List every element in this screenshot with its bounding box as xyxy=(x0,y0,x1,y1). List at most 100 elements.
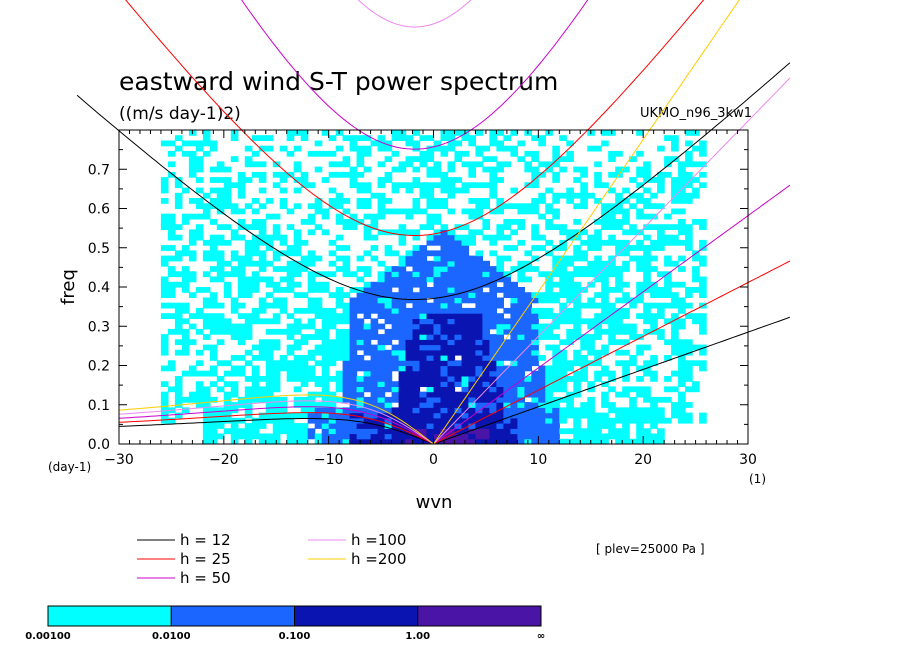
spectrum-cell xyxy=(370,245,379,251)
spectrum-cell xyxy=(195,224,204,230)
spectrum-cell xyxy=(391,386,400,393)
spectrum-cell xyxy=(258,376,267,382)
spectrum-cell xyxy=(356,307,365,314)
spectrum-cell xyxy=(608,156,616,162)
spectrum-cell xyxy=(636,287,644,293)
spectrum-cell xyxy=(314,423,323,429)
spectrum-cell xyxy=(538,412,546,419)
spectrum-cell xyxy=(580,402,588,408)
spectrum-cell xyxy=(237,396,246,403)
spectrum-cell xyxy=(650,423,658,429)
spectrum-cell xyxy=(664,302,672,309)
spectrum-cell xyxy=(440,150,449,157)
spectrum-cell xyxy=(188,396,197,403)
spectrum-cell xyxy=(412,438,421,444)
spectrum-cell xyxy=(545,276,553,283)
spectrum-cell xyxy=(580,239,588,246)
spectrum-cell xyxy=(230,266,239,272)
spectrum-cell xyxy=(363,412,372,419)
spectrum-cell xyxy=(468,198,476,204)
spectrum-cell xyxy=(489,313,497,319)
spectrum-cell xyxy=(412,271,421,278)
spectrum-cell xyxy=(461,250,470,257)
spectrum-cell xyxy=(293,396,302,403)
y-axis-label: freq xyxy=(58,269,79,305)
spectrum-cell xyxy=(314,381,323,387)
spectrum-cell xyxy=(384,381,393,387)
curve-h100-inertia-gravity xyxy=(357,0,472,28)
spectrum-cell xyxy=(566,334,574,340)
spectrum-cell xyxy=(636,428,644,435)
spectrum-cell xyxy=(650,239,658,246)
spectrum-cell xyxy=(426,307,435,314)
spectrum-cell xyxy=(454,140,463,147)
spectrum-cell xyxy=(573,433,581,440)
spectrum-cell xyxy=(433,297,442,304)
spectrum-cell xyxy=(538,355,546,361)
spectrum-cell xyxy=(447,135,456,141)
spectrum-cell xyxy=(398,313,407,319)
spectrum-cell xyxy=(293,328,302,335)
spectrum-cell xyxy=(258,203,267,210)
spectrum-cell xyxy=(384,307,393,314)
spectrum-cell xyxy=(209,255,218,262)
spectrum-cell xyxy=(384,328,393,335)
spectrum-cell xyxy=(300,381,309,387)
spectrum-cell xyxy=(167,255,176,262)
spectrum-cell xyxy=(678,339,686,346)
spectrum-cell xyxy=(286,438,295,444)
spectrum-cell xyxy=(503,224,511,230)
spectrum-cell xyxy=(524,412,532,419)
spectrum-cell xyxy=(405,323,414,330)
spectrum-cell xyxy=(573,391,581,398)
spectrum-cell xyxy=(314,407,323,414)
spectrum-cell xyxy=(398,208,407,215)
spectrum-cell xyxy=(608,386,616,393)
spectrum-cell xyxy=(286,313,295,319)
spectrum-cell xyxy=(398,365,407,372)
spectrum-cell xyxy=(475,161,483,168)
spectrum-cell xyxy=(160,365,169,372)
spectrum-cell xyxy=(398,287,407,293)
spectrum-cell xyxy=(209,433,218,440)
spectrum-cell xyxy=(342,302,351,309)
spectrum-cell xyxy=(342,376,351,382)
spectrum-cell xyxy=(699,161,707,168)
spectrum-cell xyxy=(314,302,323,309)
spectrum-cell xyxy=(545,433,553,440)
spectrum-cell xyxy=(489,281,497,288)
spectrum-cell xyxy=(685,171,693,178)
spectrum-cell xyxy=(258,349,267,356)
spectrum-cell xyxy=(510,423,518,429)
spectrum-cell xyxy=(433,313,442,319)
spectrum-cell xyxy=(496,370,504,377)
spectrum-cell xyxy=(328,428,337,435)
spectrum-cell xyxy=(440,386,449,393)
spectrum-cell xyxy=(251,224,260,230)
spectrum-cell xyxy=(475,438,483,444)
spectrum-cell xyxy=(419,281,428,288)
spectrum-cell xyxy=(664,161,672,168)
spectrum-cell xyxy=(426,224,435,230)
spectrum-cell xyxy=(636,313,644,319)
spectrum-cell xyxy=(209,323,218,330)
spectrum-cell xyxy=(433,407,442,414)
spectrum-cell xyxy=(440,234,449,241)
spectrum-cell xyxy=(468,386,476,393)
spectrum-cell xyxy=(594,145,602,152)
spectrum-cell xyxy=(531,344,539,351)
spectrum-cell xyxy=(216,360,225,367)
spectrum-cell xyxy=(510,355,518,361)
spectrum-cell xyxy=(468,376,476,382)
spectrum-cell xyxy=(545,328,553,335)
spectrum-cell xyxy=(468,234,476,241)
spectrum-cell xyxy=(517,156,525,162)
spectrum-cell xyxy=(363,307,372,314)
spectrum-cell xyxy=(405,438,414,444)
spectrum-cell xyxy=(531,255,539,262)
spectrum-cell xyxy=(426,203,435,210)
spectrum-cell xyxy=(160,182,169,189)
spectrum-cell xyxy=(412,334,421,340)
spectrum-cell xyxy=(664,260,672,267)
spectrum-cell xyxy=(678,229,686,236)
